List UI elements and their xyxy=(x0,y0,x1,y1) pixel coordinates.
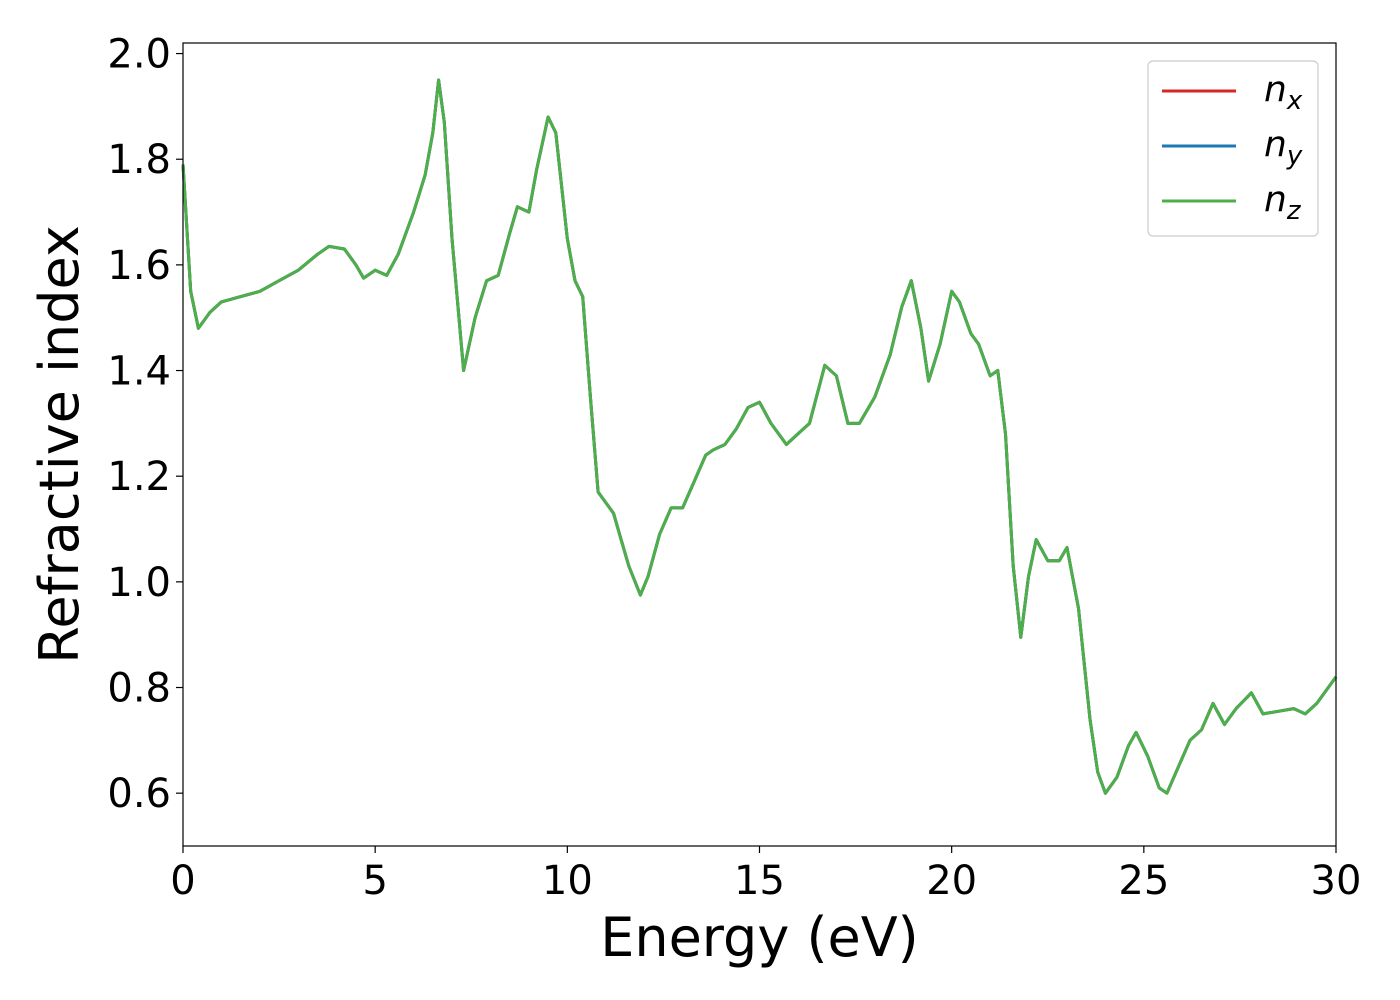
x-tick-label: 25 xyxy=(1118,858,1169,904)
y-tick-label: 2.0 xyxy=(107,32,171,78)
legend-label-n-y: ny xyxy=(1264,124,1303,171)
legend-subscript: z xyxy=(1286,196,1302,226)
legend-symbol: n xyxy=(1264,179,1287,220)
y-tick-label: 0.6 xyxy=(107,771,171,817)
x-tick-label: 15 xyxy=(734,858,785,904)
series-line-n-z xyxy=(181,78,1338,795)
y-tick-label: 1.4 xyxy=(107,349,171,395)
y-tick-label: 1.0 xyxy=(107,560,171,606)
plot-lines xyxy=(181,78,1338,795)
legend-label-n-z: nz xyxy=(1264,179,1302,226)
x-tick-label: 5 xyxy=(362,858,387,904)
y-axis-ticks: 0.6 0.8 1.0 1.2 1.4 1.6 1.8 2.0 xyxy=(107,32,183,817)
legend-symbol: n xyxy=(1264,69,1287,110)
x-tick-label: 20 xyxy=(926,858,977,904)
legend-subscript: x xyxy=(1286,86,1303,116)
x-tick-label: 0 xyxy=(170,858,195,904)
x-tick-label: 10 xyxy=(542,858,593,904)
legend-subscript: y xyxy=(1286,141,1303,171)
x-axis-label: Energy (eV) xyxy=(600,906,919,969)
x-tick-label: 30 xyxy=(1311,858,1362,904)
y-tick-label: 1.6 xyxy=(107,243,171,289)
legend-symbol: n xyxy=(1264,124,1287,165)
y-tick-label: 1.8 xyxy=(107,137,171,183)
y-tick-label: 0.8 xyxy=(107,666,171,712)
y-tick-label: 1.2 xyxy=(107,454,171,500)
legend-label-n-x: nx xyxy=(1264,69,1303,116)
x-axis-ticks: 0 5 10 15 20 25 30 xyxy=(170,846,1361,904)
y-axis-label: Refractive index xyxy=(28,225,91,664)
legend-box xyxy=(1147,60,1319,237)
